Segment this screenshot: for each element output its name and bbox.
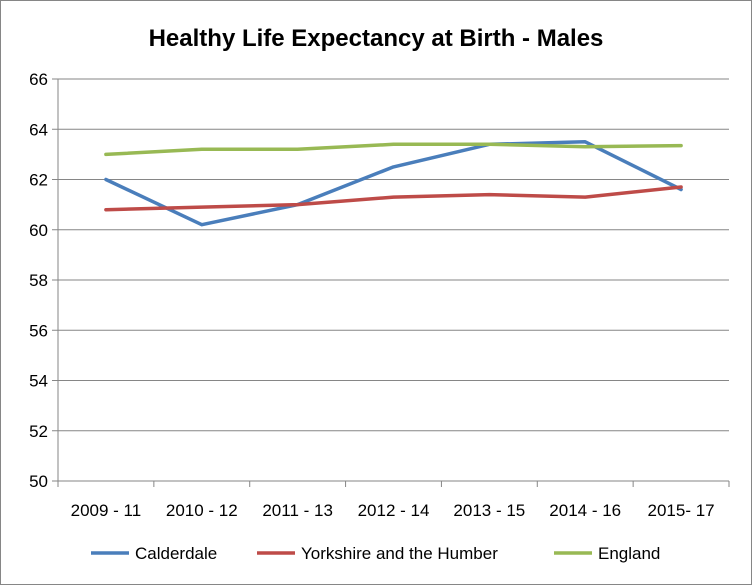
y-tick-label: 66	[29, 70, 48, 89]
x-tick-label: 2010 - 12	[166, 501, 238, 520]
y-tick-label: 52	[29, 422, 48, 441]
x-tick-label: 2015- 17	[648, 501, 715, 520]
series-lines	[104, 140, 683, 227]
x-tick-label: 2011 - 13	[262, 501, 333, 520]
axes: 50 52 54 56 58 60 62 64 66 2009 - 11 2010 - 12 2011…	[29, 70, 730, 520]
x-tick-label: 2009 - 11	[71, 501, 142, 520]
legend-label: Yorkshire and the Humber	[301, 544, 498, 563]
x-tick-label: 2014 - 16	[549, 501, 621, 520]
y-tick-label: 64	[29, 120, 48, 139]
y-tick-label: 56	[29, 321, 48, 340]
legend-label: England	[598, 544, 660, 563]
y-tick-label: 62	[29, 171, 48, 190]
legend: Calderdale Yorkshire and the Humber Englan…	[91, 544, 660, 563]
chart-title: Healthy Life Expectancy at Birth - Males	[149, 25, 604, 52]
x-tick-label: 2013 - 15	[453, 501, 525, 520]
y-tick-label: 54	[29, 372, 48, 391]
y-tick-label: 50	[29, 472, 48, 491]
y-tick-label: 58	[29, 271, 48, 290]
legend-label: Calderdale	[135, 544, 217, 563]
series-line-england	[104, 142, 683, 157]
series-line-yorkshire-and-the-humber	[104, 185, 683, 212]
x-tick-label: 2012 - 14	[358, 501, 430, 520]
y-tick-label: 60	[29, 221, 48, 240]
gridlines	[58, 78, 729, 432]
series-line-calderdale	[104, 140, 683, 227]
